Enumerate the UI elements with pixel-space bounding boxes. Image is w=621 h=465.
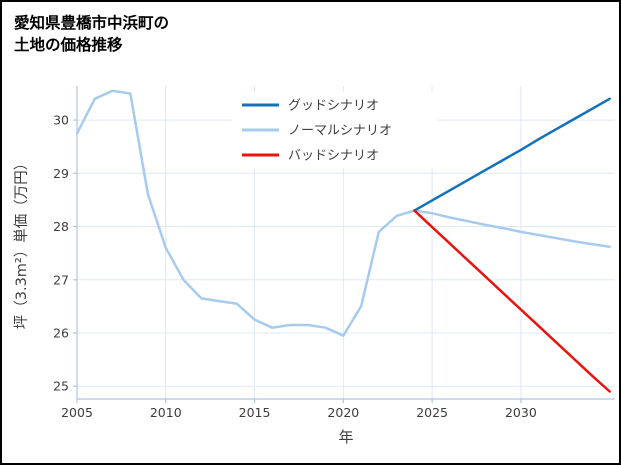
x-tick-label: 2020 [327,405,359,420]
y-axis-label: 坪（3.3m²）単価（万円） [13,156,30,330]
x-tick-label: 2010 [150,405,182,420]
x-tick-label: 2015 [239,405,271,420]
chart-title-line2: 土地の価格推移 [14,36,123,55]
legend-label-2: バッドシナリオ [288,149,379,164]
y-tick-label: 26 [53,325,69,340]
x-tick-label: 2030 [505,405,537,420]
y-tick-label: 27 [53,272,69,287]
legend-label-0: グッドシナリオ [288,99,379,114]
series-line-1 [75,89,611,337]
y-tick-label: 30 [53,113,69,128]
x-tick-label: 2005 [61,405,93,420]
series-line-2 [413,209,611,393]
x-axis-label: 年 [338,428,353,446]
legend-label-1: ノーマルシナリオ [288,124,392,139]
y-tick-label: 28 [53,219,69,234]
x-tick-label: 2025 [416,405,448,420]
y-tick-label: 25 [53,379,69,394]
chart-title: 愛知県豊橋市中浜町の 土地の価格推移 [14,12,169,57]
series-line-0 [413,97,611,212]
chart-title-line1: 愛知県豊橋市中浜町の [14,14,170,32]
y-tick-label: 29 [53,166,69,181]
